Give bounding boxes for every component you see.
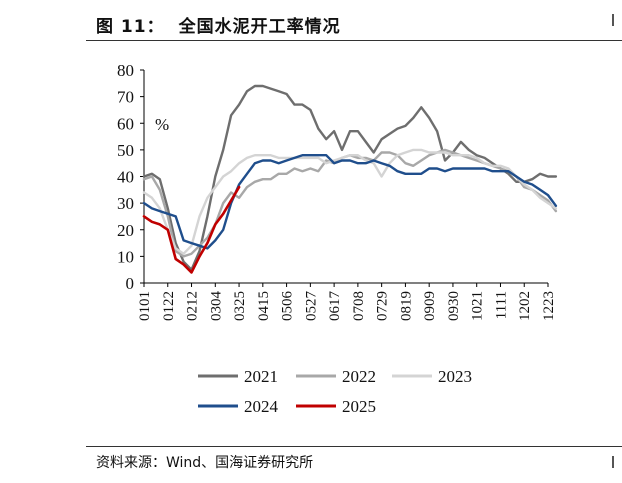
x-tick-label: 0415 (256, 291, 272, 321)
x-tick-label: 1202 (517, 291, 533, 321)
series-line-2021 (142, 84, 558, 271)
series-line-2023 (142, 148, 558, 255)
x-tick-label: 0212 (185, 291, 201, 321)
y-tick-label: 10 (117, 247, 134, 266)
chart-legend: 2021 2022 2023 2024 2025 (198, 367, 472, 416)
x-tick-label: 0304 (208, 291, 224, 322)
chart-series (142, 84, 558, 274)
legend-label-2022: 2022 (342, 367, 376, 386)
bottom-rule (86, 446, 622, 447)
x-tick-label: 0819 (398, 291, 414, 321)
figure-title: 图 11： 全国水泥开工率情况 (96, 12, 341, 37)
top-rule (86, 40, 622, 41)
page-edge-mark-bottom (612, 456, 620, 468)
x-tick-label: 0325 (232, 291, 248, 321)
x-tick-label: 0930 (446, 291, 462, 321)
y-tick-label: 60 (117, 114, 134, 133)
y-tick-label: 0 (126, 274, 135, 293)
source-note: 资料来源：Wind、国海证券研究所 (96, 455, 314, 471)
y-tick-label: 50 (117, 141, 134, 160)
x-tick-label: 0708 (351, 291, 367, 321)
x-tick-label: 1021 (470, 291, 486, 321)
y-tick-label: 30 (117, 194, 134, 213)
page-edge-mark (612, 14, 620, 26)
unit-label: % (155, 115, 169, 134)
x-tick-label: 0122 (161, 291, 177, 321)
legend-label-2024: 2024 (244, 397, 279, 416)
x-tick-label: 0729 (375, 291, 391, 321)
x-tick-label: 0527 (303, 291, 319, 322)
y-tick-label: 40 (117, 168, 134, 187)
legend-label-2021: 2021 (244, 367, 278, 386)
series-line-2025 (142, 185, 241, 274)
y-tick-label: 70 (117, 88, 134, 107)
legend-label-2025: 2025 (342, 397, 376, 416)
figure-label: 图 11： (96, 17, 165, 37)
x-tick-label: 0909 (422, 291, 438, 321)
legend-label-2023: 2023 (438, 367, 472, 386)
series-line-2024 (142, 153, 558, 250)
y-tick-label: 80 (117, 61, 134, 80)
x-tick-label: 1111 (493, 291, 509, 319)
chart-axes: 0 10 20 30 40 50 60 70 80% 0101 0122 0212 0304 0325 04… (117, 61, 557, 321)
figure-title-text: 全国水泥开工率情况 (178, 17, 341, 37)
y-tick-label: 20 (117, 221, 134, 240)
x-tick-label: 0617 (327, 291, 343, 322)
x-tick-label: 0506 (280, 291, 296, 322)
x-tick-label: 1223 (541, 291, 557, 321)
x-tick-label: 0101 (137, 291, 153, 321)
